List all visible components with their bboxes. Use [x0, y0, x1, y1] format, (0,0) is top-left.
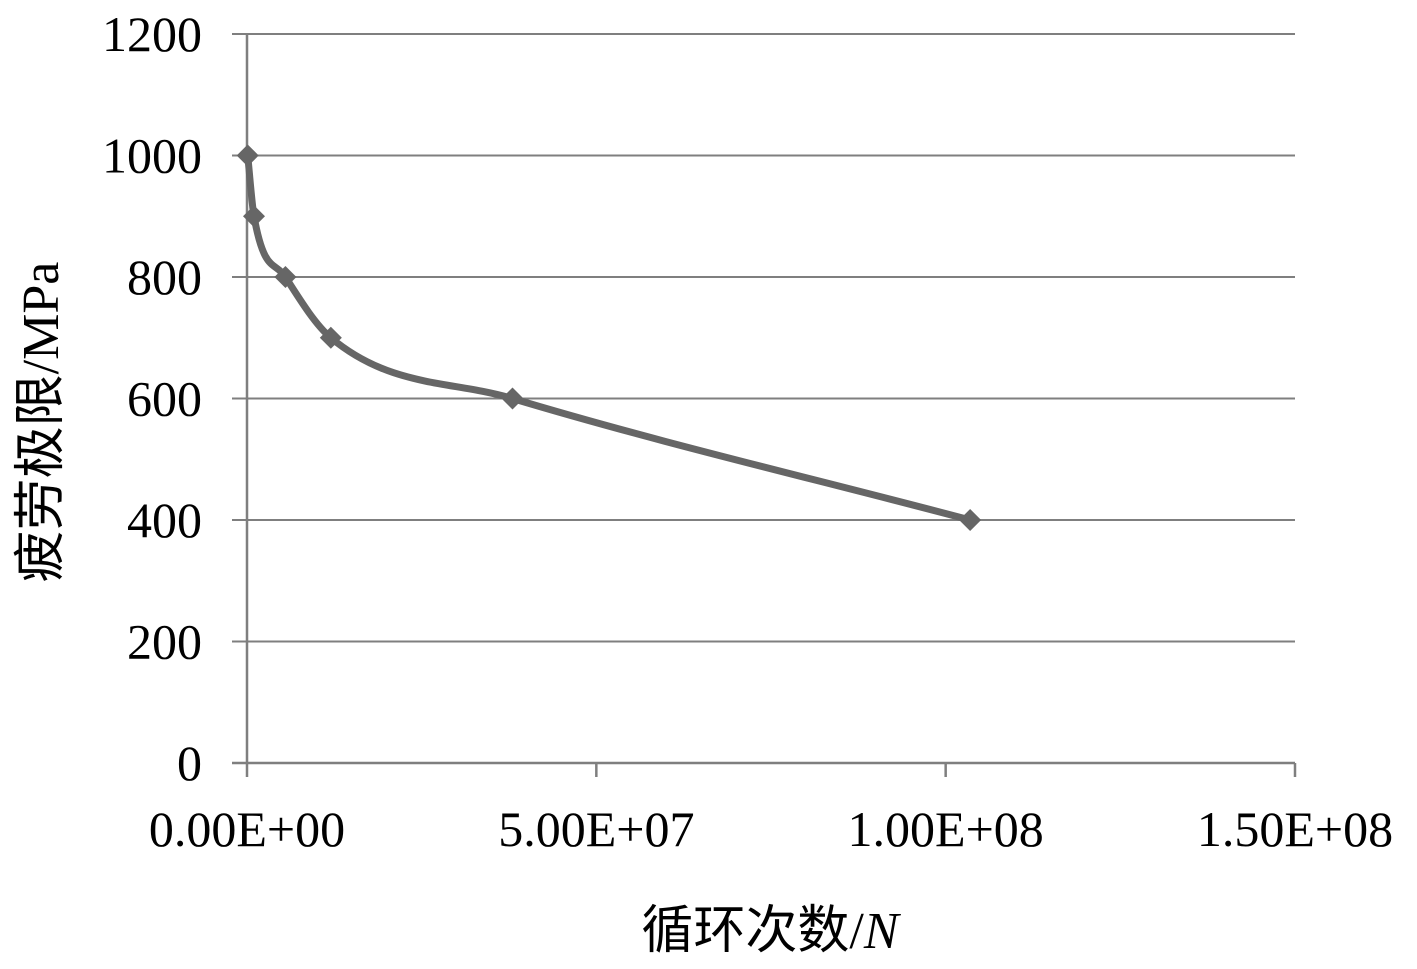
- x-axis-title-main: 循环次数/: [641, 903, 864, 960]
- data-point-900: [242, 205, 265, 228]
- y-tick-label-800: 800: [127, 249, 202, 305]
- y-tick-label-200: 200: [127, 614, 202, 670]
- y-tick-label-400: 400: [127, 492, 202, 548]
- data-point-1000: [236, 144, 259, 167]
- data-markers: [236, 144, 982, 531]
- y-axis-tick-labels: 0 200 400 600 800 1000 1200: [102, 6, 202, 791]
- y-tick-label-0: 0: [177, 735, 202, 791]
- x-tick-label-5.00E+07: 5.00E+07: [498, 801, 694, 857]
- y-tick-label-1200: 1200: [102, 6, 202, 62]
- y-tick-label-1000: 1000: [102, 128, 202, 184]
- data-point-800: [274, 266, 297, 288]
- x-axis-title: 循环次数/N: [641, 903, 901, 960]
- data-point-600: [501, 387, 524, 410]
- x-axis-tick-labels: 0.00E+00 5.00E+07 1.00E+08 1.50E+08: [149, 801, 1393, 857]
- grid-lines: [232, 33, 1295, 643]
- series-line: [244, 152, 974, 524]
- x-tick-label-1.50E+08: 1.50E+08: [1197, 801, 1393, 857]
- axes: [232, 34, 1297, 777]
- y-tick-label-600: 600: [127, 371, 202, 427]
- x-axis-title-variable: N: [863, 903, 902, 960]
- data-point-700: [319, 326, 342, 349]
- x-tick-label-0.00E+00: 0.00E+00: [149, 801, 345, 857]
- y-axis-title: 疲劳极限/MPa: [13, 262, 70, 583]
- data-point-400: [959, 509, 982, 531]
- x-tick-label-1.00E+08: 1.00E+08: [848, 801, 1044, 857]
